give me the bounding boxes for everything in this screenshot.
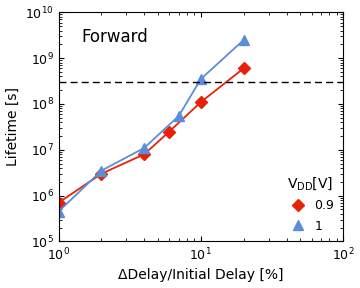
0.9	[167, 130, 171, 133]
0.9	[142, 153, 147, 156]
Y-axis label: Lifetime [s]: Lifetime [s]	[5, 87, 19, 166]
1	[99, 169, 104, 173]
Text: Forward: Forward	[81, 29, 148, 46]
1	[57, 210, 61, 213]
1	[199, 77, 203, 81]
1	[177, 114, 181, 118]
X-axis label: ΔDelay/Initial Delay [%]: ΔDelay/Initial Delay [%]	[118, 268, 284, 283]
0.9	[242, 67, 246, 70]
1	[142, 146, 147, 150]
0.9	[99, 172, 104, 175]
1	[242, 38, 246, 42]
0.9	[199, 100, 203, 104]
Line: 1: 1	[54, 35, 248, 216]
Legend: 0.9, 1: 0.9, 1	[283, 173, 337, 235]
Line: 0.9: 0.9	[54, 64, 248, 207]
0.9	[57, 201, 61, 204]
